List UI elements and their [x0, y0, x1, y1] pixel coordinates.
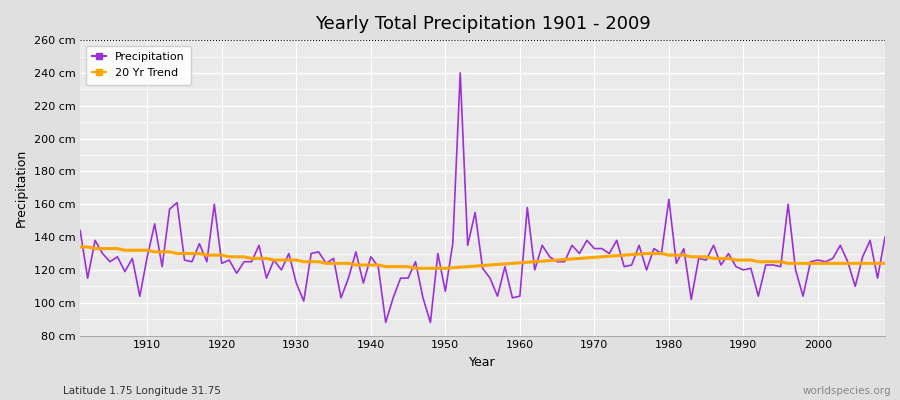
Text: worldspecies.org: worldspecies.org	[803, 386, 891, 396]
Y-axis label: Precipitation: Precipitation	[15, 149, 28, 227]
Text: Latitude 1.75 Longitude 31.75: Latitude 1.75 Longitude 31.75	[63, 386, 220, 396]
Legend: Precipitation, 20 Yr Trend: Precipitation, 20 Yr Trend	[86, 46, 191, 85]
X-axis label: Year: Year	[469, 356, 496, 369]
Title: Yearly Total Precipitation 1901 - 2009: Yearly Total Precipitation 1901 - 2009	[315, 15, 651, 33]
